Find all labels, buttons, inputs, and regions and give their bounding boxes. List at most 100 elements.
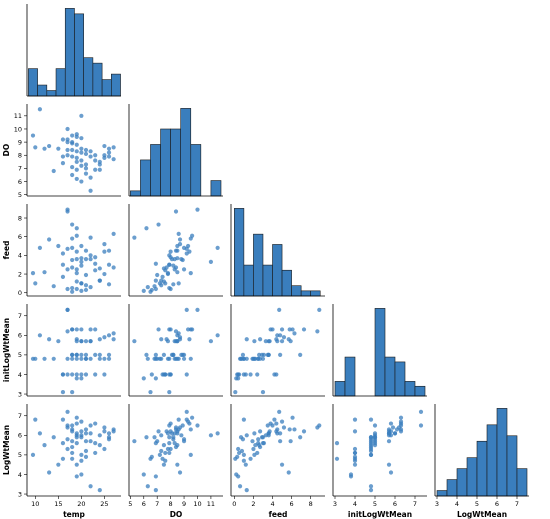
data-point [88, 356, 93, 361]
data-point [172, 356, 177, 361]
data-point [70, 172, 75, 178]
data-point [106, 352, 112, 357]
data-point [65, 329, 70, 334]
data-point [37, 333, 43, 338]
data-point [97, 278, 102, 283]
data-point [51, 356, 56, 361]
data-point [60, 441, 66, 446]
data-point [281, 335, 287, 340]
data-point [88, 339, 93, 344]
data-point [111, 157, 116, 162]
hist-bar-LogWtMean [516, 468, 528, 497]
data-point [56, 462, 61, 467]
hist-bar-DO [170, 128, 181, 197]
data-point [74, 415, 79, 420]
hist-bar-feed [262, 264, 273, 297]
data-point [83, 166, 89, 171]
y-tick-label: 6 [18, 178, 22, 186]
data-point [288, 439, 293, 444]
y-tick-label: 0 [18, 289, 22, 297]
data-point [187, 337, 192, 342]
data-point [74, 159, 79, 164]
hist-bar-DO [210, 180, 222, 197]
hist-bar-feed [281, 269, 292, 297]
x-tick-label: 6 [142, 500, 146, 508]
hist-bar-DO [160, 128, 171, 197]
data-point [173, 329, 179, 334]
data-point [274, 372, 279, 377]
data-point [184, 246, 189, 251]
data-point [102, 242, 107, 247]
data-point [268, 327, 273, 332]
data-point [260, 389, 266, 395]
hist-bar-LogWtMean [446, 479, 458, 497]
data-point [65, 209, 70, 214]
data-point [281, 425, 287, 430]
data-point [70, 439, 75, 444]
data-point [175, 270, 180, 275]
data-point [277, 307, 282, 312]
data-point [252, 431, 257, 436]
data-point [263, 433, 268, 438]
hist-bar-temp [55, 68, 66, 97]
panel-DO-vs-DO [128, 104, 223, 197]
data-point [241, 452, 246, 457]
x-tick-label: 5 [128, 500, 132, 508]
y-axis-label-DO: DO [2, 144, 11, 157]
data-point [88, 257, 93, 262]
data-point [250, 439, 255, 444]
data-point [47, 470, 52, 475]
data-point [167, 435, 172, 440]
data-point [258, 429, 263, 434]
data-point [188, 452, 193, 457]
x-tick-label: 4 [455, 500, 459, 508]
data-point [165, 339, 171, 344]
data-point [106, 282, 112, 287]
data-point [83, 352, 89, 357]
data-point [70, 133, 75, 138]
panel-LogWtMean-vs-LogWtMean: 3 4 5 6 7 LogWtMean [434, 404, 529, 519]
hist-bar-DO [130, 190, 141, 197]
data-point [79, 163, 84, 168]
y-axis-label-feed: feed [2, 241, 11, 260]
data-point [149, 454, 154, 459]
data-point [106, 146, 112, 151]
data-point [102, 446, 107, 452]
panel-DO-vs-temp: 5 6 7 8 9 10 11 DO [2, 104, 121, 199]
data-point [106, 248, 112, 253]
data-point [157, 356, 162, 361]
x-tick-label: 7 [413, 500, 417, 508]
data-point [102, 425, 107, 430]
data-point [79, 472, 84, 477]
y-tick-label: 4 [18, 471, 22, 479]
data-point [88, 154, 93, 159]
data-point [93, 352, 98, 357]
data-point [372, 423, 378, 428]
data-point [368, 488, 374, 493]
data-point [279, 462, 285, 467]
data-point [111, 331, 116, 336]
data-point [176, 231, 181, 236]
data-point [74, 257, 79, 262]
data-point [93, 167, 98, 172]
data-point [132, 339, 137, 344]
data-point [79, 179, 84, 184]
data-point [171, 263, 176, 268]
data-point [65, 307, 70, 312]
data-point [60, 274, 66, 279]
data-point [236, 446, 241, 452]
data-point [106, 154, 112, 159]
data-point [83, 431, 89, 436]
data-point [70, 222, 75, 227]
data-point [334, 441, 340, 446]
hist-bar-DO [180, 108, 192, 197]
data-point [88, 285, 93, 290]
data-point [352, 429, 358, 434]
data-point [286, 470, 291, 475]
data-point [386, 433, 392, 438]
data-point [153, 278, 158, 283]
data-point [106, 150, 112, 155]
data-point [79, 356, 84, 361]
hist-bar-temp [37, 84, 48, 97]
data-point [152, 435, 157, 440]
